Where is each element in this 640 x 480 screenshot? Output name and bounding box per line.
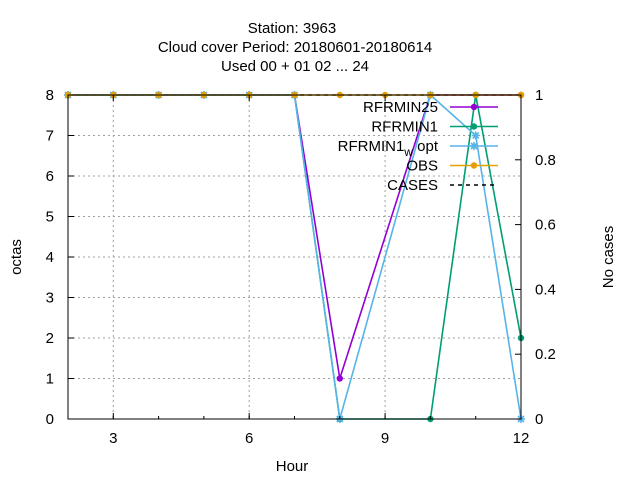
title-line-1: Station: 3963 [248,20,336,37]
y2-axis-label: No cases [600,226,617,289]
y-tick-label: 8 [46,87,54,104]
y2-tick-label: 0.2 [535,346,556,363]
legend-label: RFRMIN25 [363,99,438,116]
legend-label: RFRMIN1w opt [338,138,439,159]
legend-entry: RFRMIN25 [363,99,498,116]
y2-tick-label: 1 [535,87,543,104]
title-line-3: Used 00 + 01 02 ... 24 [221,58,369,75]
y-tick-label: 7 [46,128,54,145]
legend-entry: RFRMIN1w opt [338,138,498,159]
legend-marker [470,162,478,169]
x-tick-label: 6 [245,430,253,447]
x-tick-label: 9 [381,430,389,447]
y-tick-label: 3 [46,290,54,307]
grid [68,95,521,419]
x-tick-label: 12 [513,430,530,447]
legend-entry: RFRMIN1 [371,119,498,136]
y2-tick-label: 0.4 [535,281,556,298]
x-tick-label: 3 [109,430,117,447]
y2-tick-label: 0.8 [535,152,556,169]
y-tick-label: 2 [46,330,54,347]
data-point [336,375,343,382]
y-tick-label: 5 [46,209,54,226]
data-point [471,131,480,140]
y-tick-label: 4 [46,249,54,266]
y2-tick-label: 0 [535,411,543,428]
series-line [68,94,521,379]
legend-marker [470,103,478,111]
y2-tick-label: 0.6 [535,217,556,234]
legend-label: CASES [387,177,438,194]
y-axis-label: octas [8,239,25,275]
legend-entry: CASES [387,177,498,194]
y-tick-label: 6 [46,168,54,185]
legend-label: RFRMIN1 [371,119,438,136]
y-tick-label: 1 [46,371,54,388]
legend-label: OBS [406,158,438,175]
title-line-2: Cloud cover Period: 20180601-20180614 [158,39,432,56]
x-axis-label: Hour [276,458,309,475]
legend-marker [470,142,478,150]
legend-marker [470,123,478,130]
y-tick-label: 0 [46,411,54,428]
legend-entry: OBS [406,158,498,175]
